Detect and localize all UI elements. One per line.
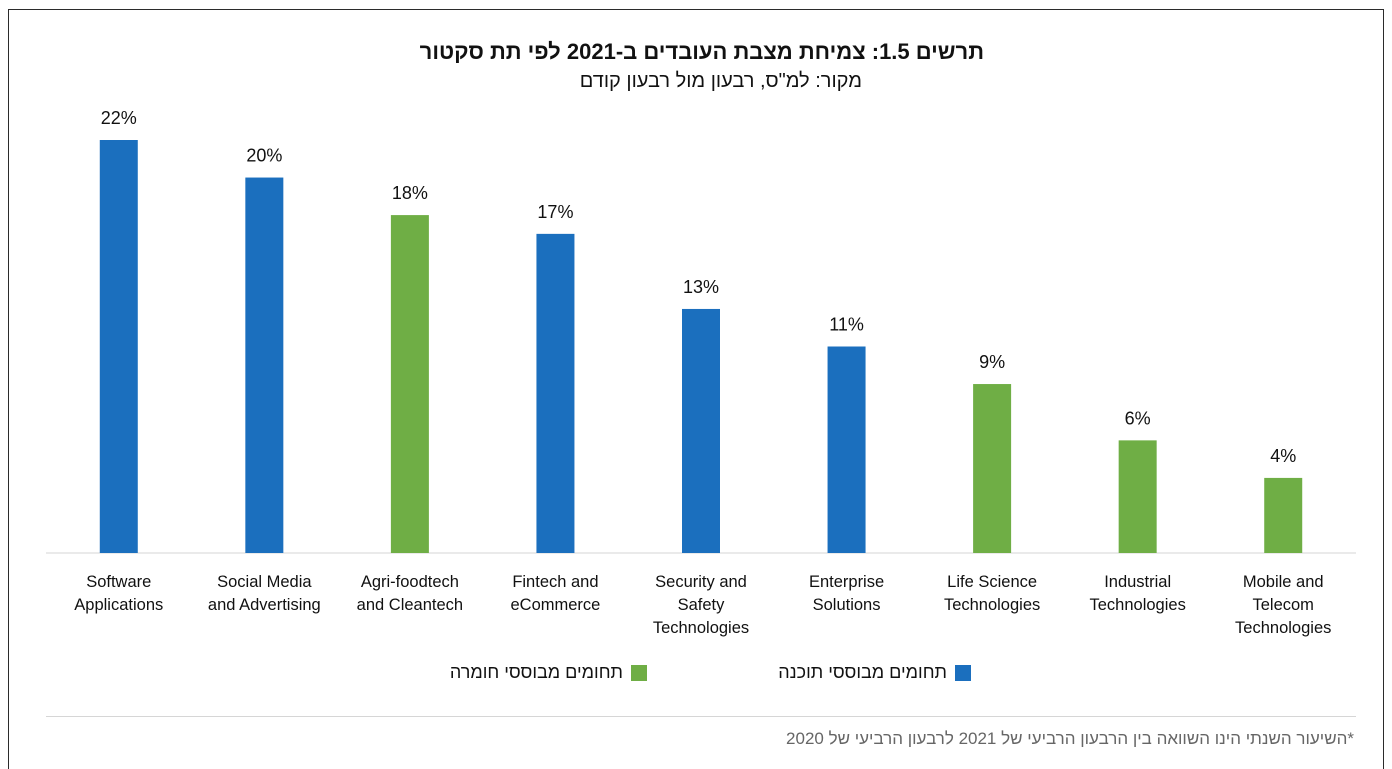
legend-item-software: תחומים מבוססי תוכנה [778, 662, 971, 683]
bar-8 [1118, 440, 1157, 553]
bar-4 [536, 233, 575, 553]
legend-swatch-software [955, 664, 971, 681]
bar-label-3: 18% [392, 183, 428, 203]
bar-label-6: 11% [829, 315, 864, 335]
bar-7 [973, 384, 1012, 553]
footnote-divider [46, 716, 1356, 717]
x-tick-label-5: Security and Safety Technologies [653, 573, 749, 637]
bar-3 [390, 215, 429, 553]
bar-5 [682, 308, 720, 553]
bar-label-9: 4% [1270, 446, 1296, 466]
x-tick-label-7: Life Science Technologies [944, 573, 1040, 614]
legend-label-hardware: תחומים מבוססי חומרה [449, 662, 623, 682]
bar-9 [1264, 477, 1303, 553]
bar-2 [245, 177, 284, 553]
legend-label-software: תחומים מבוססי תוכנה [778, 662, 947, 682]
x-tick-label-4: Fintech and eCommerce [511, 573, 601, 614]
x-tick-label-8: Industrial Technologies [1090, 573, 1186, 614]
bar-label-8: 6% [1125, 408, 1151, 428]
x-tick-label-3: Agri-foodtech and Cleantech [357, 573, 463, 614]
bar-label-4: 17% [537, 202, 573, 222]
bar-label-5: 13% [683, 277, 719, 297]
legend-swatch-hardware [631, 664, 647, 681]
legend-item-hardware: תחומים מבוססי חומרה [450, 662, 647, 683]
footnote: *השיעור השנתי הינו השוואה בין הרבעון הרב… [786, 729, 1354, 748]
bar-6 [827, 346, 866, 553]
bar-label-7: 9% [979, 352, 1005, 372]
x-tick-label-9: Mobile and Telecom Technologies [1235, 573, 1331, 637]
bar-label-1: 22% [101, 108, 137, 128]
chart-subtitle: מקור: למ"ס, רבעון מול רבעון קודם [579, 70, 862, 92]
bar-1 [99, 140, 138, 553]
x-tick-label-1: Software Applications [74, 573, 163, 614]
x-tick-label-2: Social Media and Advertising [208, 573, 321, 614]
x-tick-label-6: Enterprise Solutions [809, 573, 884, 614]
bar-label-2: 20% [246, 146, 282, 166]
chart-title: תרשים 1.5: צמיחת מצבת העובדים ב-2021 לפי… [419, 39, 984, 64]
